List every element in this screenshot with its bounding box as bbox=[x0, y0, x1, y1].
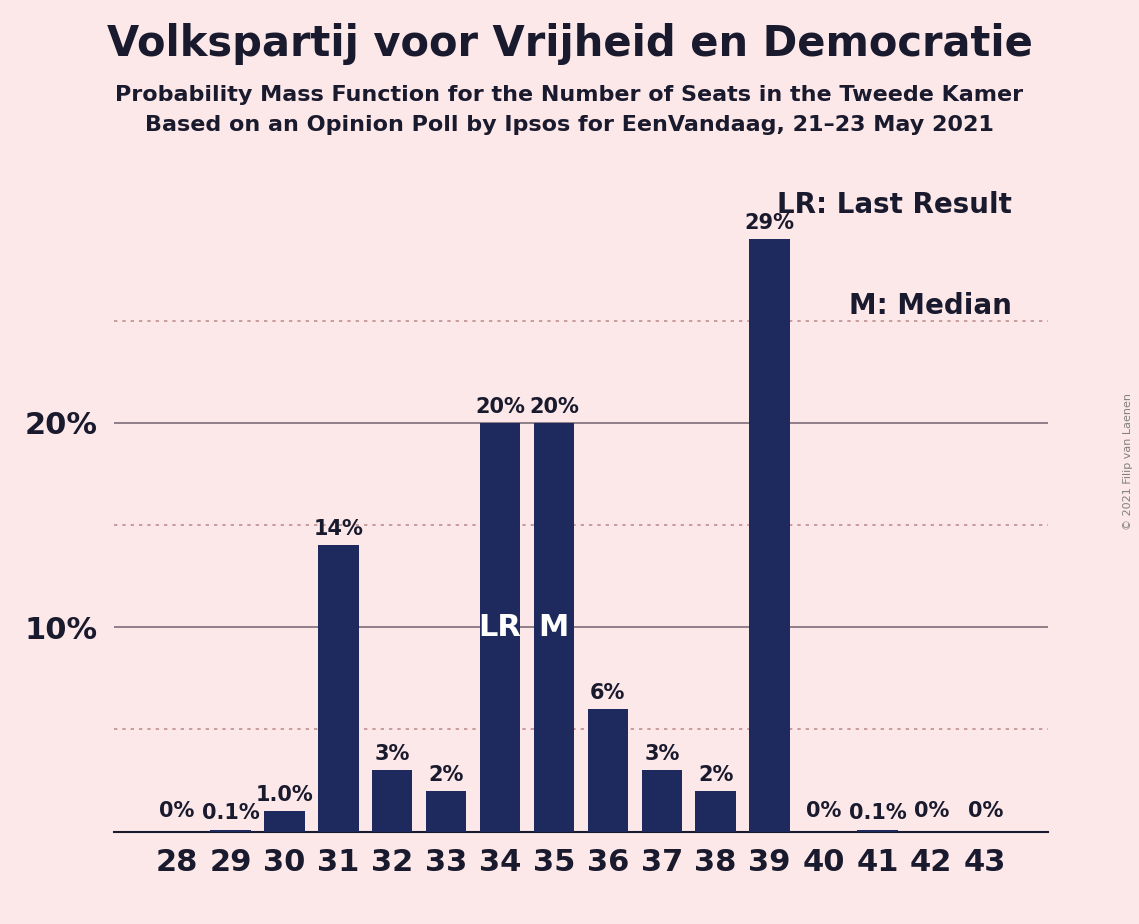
Bar bbox=[372, 771, 412, 832]
Text: Probability Mass Function for the Number of Seats in the Tweede Kamer: Probability Mass Function for the Number… bbox=[115, 85, 1024, 105]
Text: 0%: 0% bbox=[805, 801, 842, 821]
Bar bbox=[480, 423, 521, 832]
Text: Volkspartij voor Vrijheid en Democratie: Volkspartij voor Vrijheid en Democratie bbox=[107, 23, 1032, 65]
Bar bbox=[426, 791, 466, 832]
Text: 29%: 29% bbox=[745, 213, 795, 233]
Text: 0%: 0% bbox=[158, 801, 195, 821]
Text: 2%: 2% bbox=[428, 764, 464, 784]
Bar bbox=[264, 811, 304, 832]
Text: M: Median: M: Median bbox=[850, 292, 1013, 320]
Bar bbox=[641, 771, 682, 832]
Text: 3%: 3% bbox=[375, 744, 410, 764]
Text: 20%: 20% bbox=[528, 396, 579, 417]
Text: 20%: 20% bbox=[475, 396, 525, 417]
Bar bbox=[318, 545, 359, 832]
Bar bbox=[588, 709, 628, 832]
Text: LR: LR bbox=[478, 613, 522, 641]
Text: 0.1%: 0.1% bbox=[849, 804, 907, 823]
Text: 14%: 14% bbox=[313, 519, 363, 540]
Text: 3%: 3% bbox=[644, 744, 680, 764]
Text: 6%: 6% bbox=[590, 683, 625, 703]
Text: M: M bbox=[539, 613, 570, 641]
Bar bbox=[858, 830, 898, 832]
Text: 1.0%: 1.0% bbox=[255, 785, 313, 805]
Bar bbox=[534, 423, 574, 832]
Text: 0%: 0% bbox=[913, 801, 949, 821]
Bar bbox=[696, 791, 736, 832]
Text: 0.1%: 0.1% bbox=[202, 804, 260, 823]
Text: © 2021 Filip van Laenen: © 2021 Filip van Laenen bbox=[1123, 394, 1133, 530]
Text: 0%: 0% bbox=[967, 801, 1003, 821]
Text: Based on an Opinion Poll by Ipsos for EenVandaag, 21–23 May 2021: Based on an Opinion Poll by Ipsos for Ee… bbox=[145, 115, 994, 135]
Text: LR: Last Result: LR: Last Result bbox=[777, 191, 1013, 219]
Bar bbox=[211, 830, 251, 832]
Text: 2%: 2% bbox=[698, 764, 734, 784]
Bar bbox=[749, 238, 789, 832]
